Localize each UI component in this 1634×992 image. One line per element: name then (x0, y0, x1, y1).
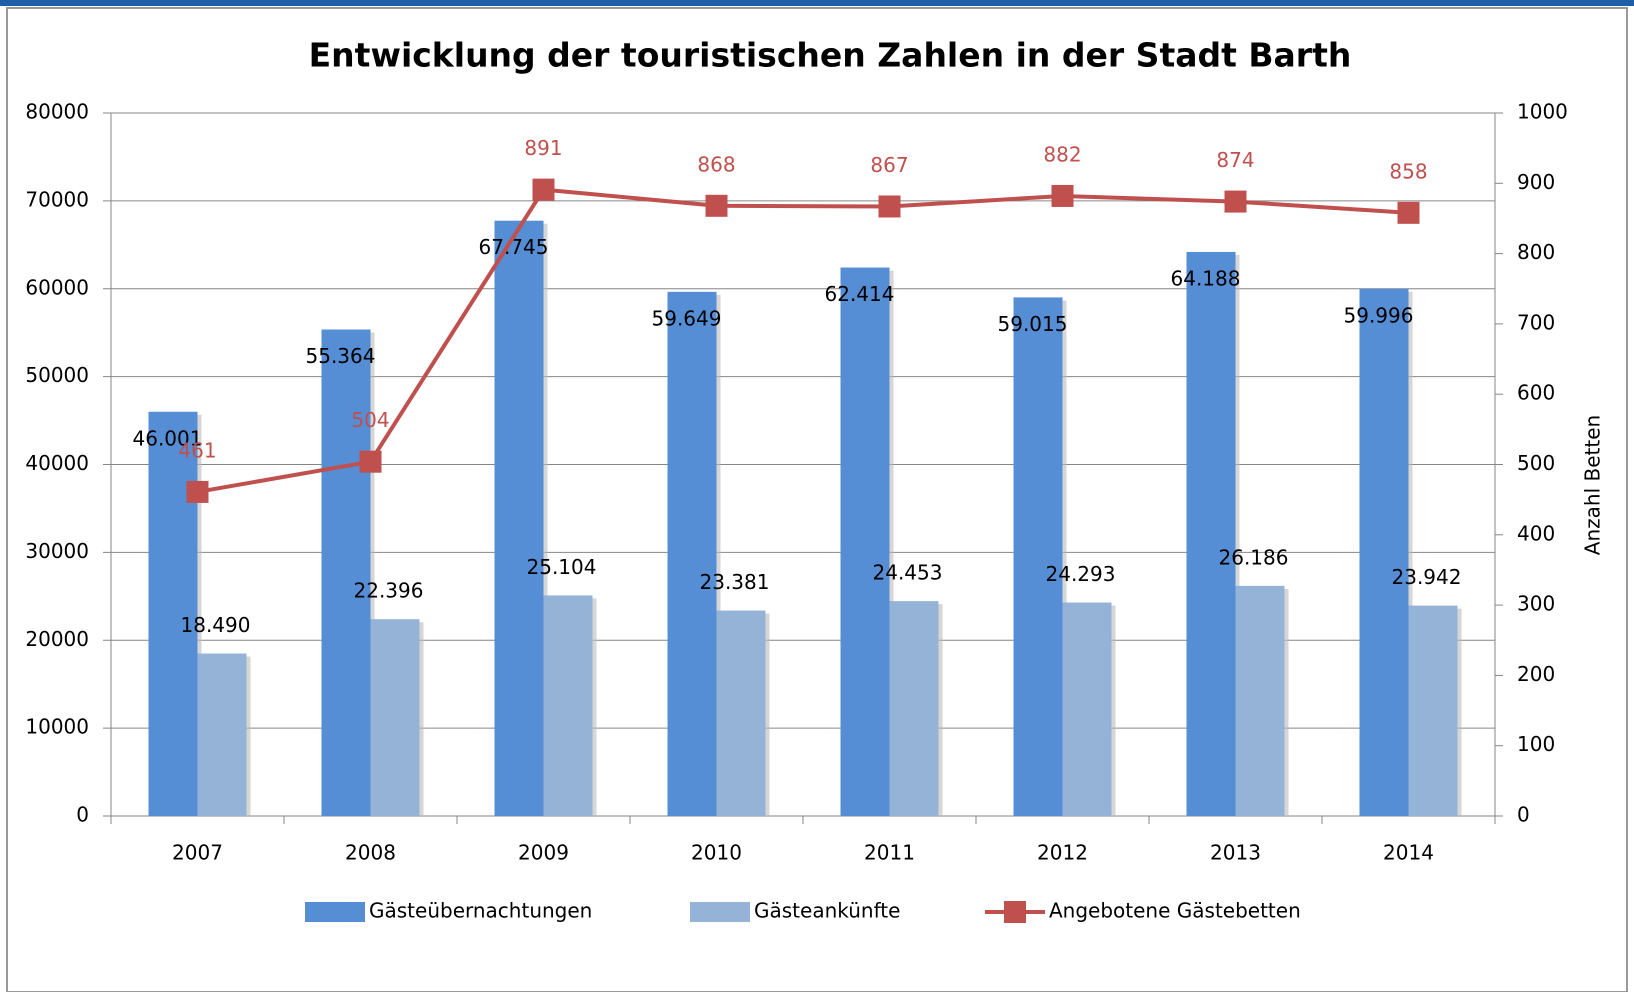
line-marker (186, 480, 209, 503)
y-tick-label: 10000 (25, 715, 89, 739)
data-label: 26.186 (1219, 545, 1289, 569)
x-tick-label: 2013 (1210, 841, 1261, 865)
data-label: 891 (524, 136, 562, 160)
bar (370, 619, 420, 816)
bar (494, 220, 544, 817)
x-tick-label: 2012 (1037, 841, 1088, 865)
legend-swatch (305, 902, 365, 922)
y-tick-label: 50000 (25, 363, 89, 387)
line-marker (705, 194, 728, 217)
data-label: 25.104 (527, 555, 597, 579)
data-label: 24.293 (1046, 562, 1116, 586)
data-label: 59.649 (652, 306, 722, 330)
data-label: 868 (697, 152, 735, 176)
legend-label: Angebotene Gästebetten (1049, 899, 1301, 923)
y-tick-label: 40000 (25, 451, 89, 475)
bar (197, 653, 247, 816)
data-label: 22.396 (354, 579, 424, 603)
y-tick-label: 70000 (25, 187, 89, 211)
x-tick-label: 2010 (691, 841, 742, 865)
y-tick-label: 20000 (25, 627, 89, 651)
bar (889, 601, 939, 816)
chart-title: Entwicklung der touristischen Zahlen in … (309, 36, 1352, 75)
data-label: 874 (1216, 148, 1254, 172)
x-tick-label: 2007 (172, 841, 223, 865)
data-label: 23.381 (700, 570, 770, 594)
data-label: 24.453 (873, 561, 943, 585)
y-tick-label: 60000 (25, 275, 89, 299)
x-tick-label: 2014 (1383, 841, 1434, 865)
y-tick-label: 0 (76, 803, 89, 827)
data-label: 461 (178, 438, 216, 462)
data-label: 504 (351, 408, 389, 432)
y2-tick-label: 200 (1517, 662, 1555, 686)
x-tick-label: 2008 (345, 841, 396, 865)
line-marker (878, 195, 901, 218)
x-tick-label: 2009 (518, 841, 569, 865)
bar (543, 595, 593, 816)
data-label: 67.745 (479, 235, 549, 259)
y2-tick-label: 400 (1517, 521, 1555, 545)
bar (1062, 602, 1112, 816)
legend-label: Gästeübernachtungen (369, 899, 592, 923)
x-tick-label: 2011 (864, 841, 915, 865)
y2-tick-label: 800 (1517, 240, 1555, 264)
bar (1408, 605, 1458, 816)
bar (1186, 251, 1236, 817)
bar (1235, 585, 1285, 816)
y2-tick-label: 1000 (1517, 100, 1568, 124)
y2-tick-label: 600 (1517, 381, 1555, 405)
bar (1013, 297, 1063, 816)
y2-tick-label: 100 (1517, 732, 1555, 756)
data-label: 59.996 (1344, 303, 1414, 327)
line-marker (532, 178, 555, 201)
y2-tick-label: 300 (1517, 592, 1555, 616)
bar (667, 291, 717, 816)
line-marker (1224, 190, 1247, 213)
data-label: 46.001 (133, 426, 203, 450)
y2-axis-label: Anzahl Betten (1581, 415, 1605, 555)
data-label: 64.188 (1171, 266, 1241, 290)
data-label: 59.015 (998, 312, 1068, 336)
y-tick-label: 80000 (25, 100, 89, 124)
legend-swatch (1004, 901, 1026, 923)
bar (321, 329, 371, 816)
data-label: 23.942 (1392, 565, 1462, 589)
line (197, 187, 1409, 494)
y2-tick-label: 0 (1517, 803, 1530, 827)
legend-swatch (690, 902, 750, 922)
line-marker (359, 450, 382, 473)
legend-label: Gästeankünfte (754, 899, 900, 923)
bar (148, 411, 198, 816)
line-marker (1397, 201, 1420, 224)
y2-tick-label: 500 (1517, 451, 1555, 475)
bar (1359, 288, 1409, 816)
top-border (0, 0, 1634, 6)
y-tick-label: 30000 (25, 539, 89, 563)
data-label: 55.364 (306, 344, 376, 368)
data-label: 858 (1389, 159, 1427, 183)
data-label: 62.414 (825, 282, 895, 306)
data-label: 18.490 (181, 613, 251, 637)
bar (840, 267, 890, 816)
frame (6, 7, 1628, 992)
line-marker (1051, 184, 1074, 207)
y2-tick-label: 700 (1517, 310, 1555, 334)
y2-tick-label: 900 (1517, 170, 1555, 194)
data-label: 867 (870, 153, 908, 177)
data-label: 882 (1043, 142, 1081, 166)
bar (716, 610, 766, 816)
